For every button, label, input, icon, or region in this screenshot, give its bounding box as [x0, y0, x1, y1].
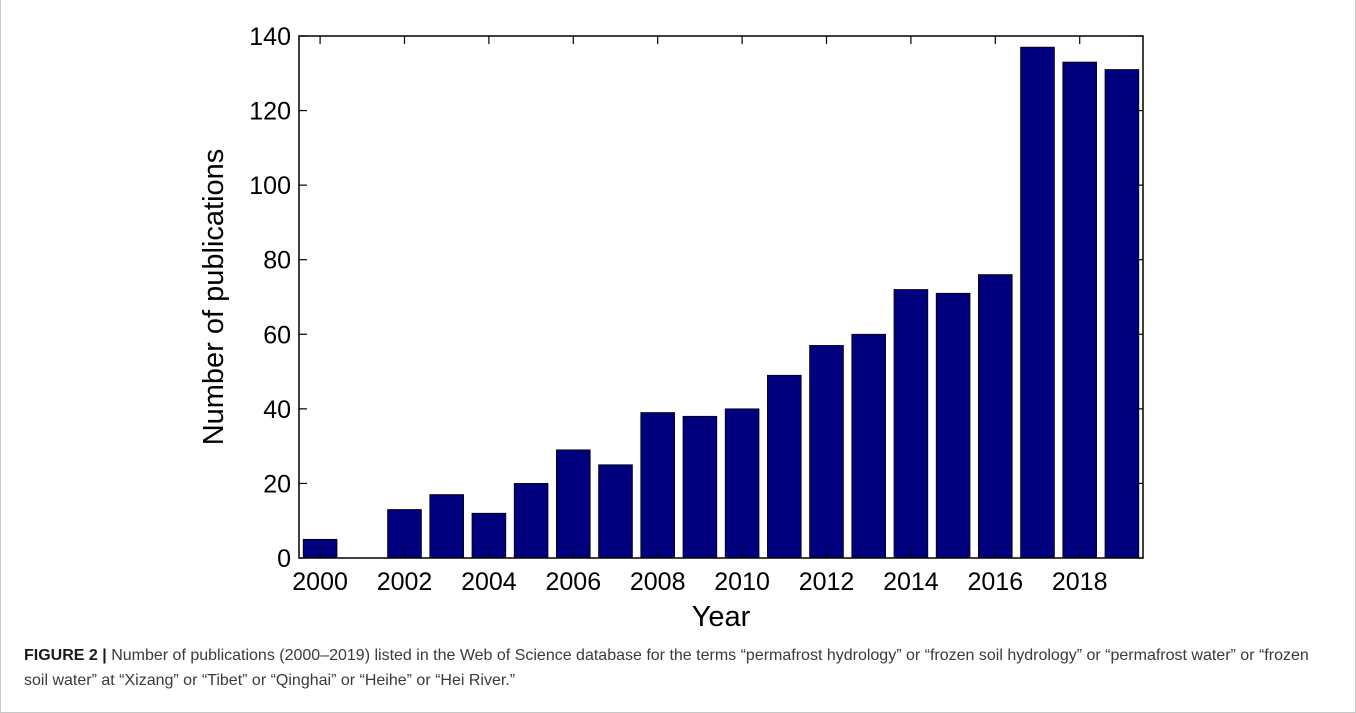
bar-2006: [556, 449, 591, 559]
bar-2012: [809, 345, 844, 559]
figure-caption: FIGURE 2 | Number of publications (2000–…: [24, 643, 1324, 693]
x-tick-label-2016: 2016: [967, 568, 1023, 596]
bar-2003: [429, 494, 464, 559]
bar-2013: [851, 333, 886, 559]
y-tick-label-40: 40: [263, 396, 291, 424]
bar-2015: [935, 292, 971, 559]
bar-2005: [513, 483, 549, 559]
bar-2002: [387, 509, 422, 559]
x-tick-label-2004: 2004: [461, 568, 517, 596]
bar-2017: [1020, 46, 1055, 559]
plot-frame: [298, 35, 1144, 559]
bar-2018: [1062, 61, 1097, 559]
y-tick-label-140: 140: [249, 23, 291, 51]
x-tick-label-2012: 2012: [799, 568, 855, 596]
bar-2008: [640, 412, 675, 559]
caption-label: FIGURE 2: [24, 647, 98, 664]
x-axis-title: Year: [692, 601, 751, 633]
y-tick-label-100: 100: [249, 172, 291, 200]
caption-text: Number of publications (2000–2019) liste…: [24, 647, 1309, 689]
bar-2010: [724, 408, 760, 559]
bar-2016: [978, 274, 1013, 559]
x-tick-label-2018: 2018: [1052, 568, 1108, 596]
bar-2007: [598, 464, 633, 559]
x-tick-label-2002: 2002: [377, 568, 433, 596]
x-tick-label-2010: 2010: [714, 568, 770, 596]
y-axis-ticks: 0 20 40 60 80 100 120 140: [249, 23, 1143, 573]
y-tick-label-80: 80: [263, 247, 291, 275]
bar-2014: [893, 289, 929, 559]
bar-2011: [767, 374, 802, 559]
bar-2009: [682, 415, 718, 559]
x-axis-ticks: 2000 2002 2004 2006 2008 2010 2012 2014 2016 2018: [292, 36, 1108, 596]
x-tick-label-2014: 2014: [883, 568, 939, 596]
x-tick-label-2000: 2000: [292, 568, 348, 596]
y-tick-label-0: 0: [277, 545, 291, 573]
y-tick-label-20: 20: [263, 470, 291, 498]
y-axis-title: Number of publications: [198, 149, 230, 446]
y-tick-label-120: 120: [249, 98, 291, 126]
x-tick-label-2006: 2006: [545, 568, 601, 596]
caption-separator: |: [102, 647, 107, 664]
bar-2019: [1104, 69, 1140, 559]
y-tick-label-60: 60: [263, 321, 291, 349]
x-tick-label-2008: 2008: [630, 568, 686, 596]
bars: [302, 46, 1140, 559]
